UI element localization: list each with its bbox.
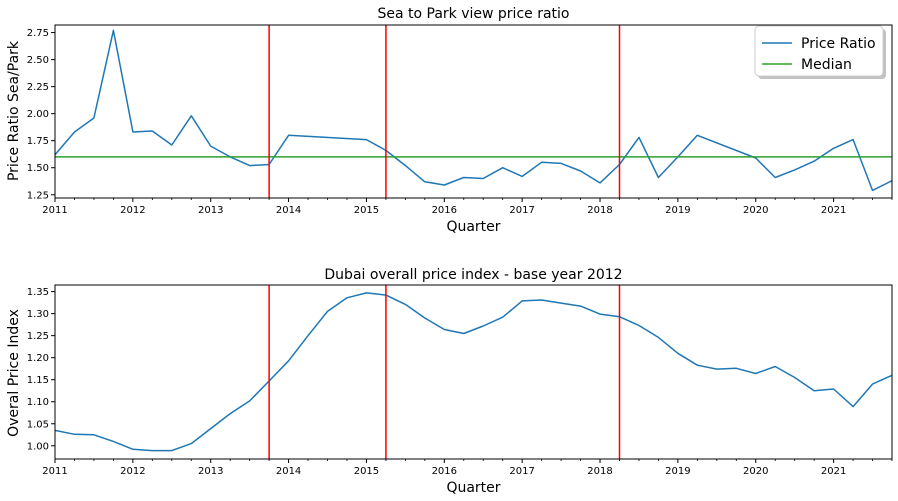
y-tick-label: 1.15 xyxy=(27,375,49,386)
y-tick-label: 1.25 xyxy=(27,190,49,201)
y-axis-label: Overal Price Index xyxy=(6,309,22,437)
axes-frame xyxy=(54,284,893,460)
x-tick-label: 2015 xyxy=(354,205,379,216)
y-tick-label: 1.35 xyxy=(27,287,49,298)
x-tick-label: 2020 xyxy=(743,205,768,216)
x-tick-label: 2011 xyxy=(42,205,67,216)
x-tick-label: 2012 xyxy=(120,205,145,216)
x-axis-label: Quarter xyxy=(446,219,500,235)
x-axis-label: Quarter xyxy=(446,480,500,496)
y-tick-label: 1.20 xyxy=(27,353,49,364)
axes-frame xyxy=(54,24,893,199)
series-line xyxy=(54,292,893,452)
chart-title: Dubai overall price index - base year 20… xyxy=(324,267,622,283)
x-tick-label: 2018 xyxy=(587,205,612,216)
chart-title: Sea to Park view price ratio xyxy=(377,6,569,22)
x-tick-label: 2014 xyxy=(276,205,301,216)
x-tick-label: 2013 xyxy=(198,466,223,477)
x-tick-label: 2016 xyxy=(432,466,457,477)
y-tick-label: 1.10 xyxy=(27,397,49,408)
y-axis-ticks: 1.00 1.05 1.10 1.15 1.20 1.25 1.30 1.35 xyxy=(27,287,55,452)
x-tick-label: 2015 xyxy=(354,466,379,477)
x-tick-label: 2021 xyxy=(821,205,846,216)
x-tick-label: 2019 xyxy=(665,205,690,216)
y-tick-label: 1.00 xyxy=(27,441,49,452)
x-tick-label: 2011 xyxy=(42,466,67,477)
y-axis-ticks: 1.25 1.50 1.75 2.00 2.25 2.50 2.75 xyxy=(27,28,55,201)
legend-label-price-ratio: Price Ratio xyxy=(801,36,876,52)
y-tick-label: 2.00 xyxy=(27,109,49,120)
y-tick-label: 1.30 xyxy=(27,309,49,320)
y-tick-label: 1.50 xyxy=(27,163,49,174)
x-tick-label: 2013 xyxy=(198,205,223,216)
sea-park-ratio-chart: Sea to Park view price ratio 2011 2012 201… xyxy=(6,6,893,235)
x-tick-label: 2021 xyxy=(821,466,846,477)
series-line xyxy=(54,29,893,192)
x-tick-label: 2019 xyxy=(665,466,690,477)
x-tick-label: 2017 xyxy=(509,205,534,216)
x-axis-ticks: 2011 2012 2013 2014 2015 2016 2017 2018 2019 2020… xyxy=(42,198,893,216)
y-tick-label: 1.75 xyxy=(27,136,49,147)
y-axis-label: Price Ratio Sea/Park xyxy=(6,40,22,181)
y-tick-label: 1.05 xyxy=(27,419,49,430)
x-tick-label: 2012 xyxy=(120,466,145,477)
x-tick-label: 2016 xyxy=(432,205,457,216)
legend-label-median: Median xyxy=(801,57,852,73)
y-tick-label: 2.50 xyxy=(27,55,49,66)
x-axis-ticks: 2011 2012 2013 2014 2015 2016 2017 2018 2019 2020… xyxy=(42,459,893,477)
y-tick-label: 2.75 xyxy=(27,28,49,39)
x-tick-label: 2014 xyxy=(276,466,301,477)
x-tick-label: 2018 xyxy=(587,466,612,477)
plot-area xyxy=(54,285,893,459)
legend: Price Ratio Median xyxy=(754,25,886,79)
y-tick-label: 1.25 xyxy=(27,331,49,342)
plot-area xyxy=(54,25,893,198)
x-tick-label: 2020 xyxy=(743,466,768,477)
dubai-price-index-chart: Dubai overall price index - base year 20… xyxy=(6,267,893,496)
x-tick-label: 2017 xyxy=(509,466,534,477)
y-tick-label: 2.25 xyxy=(27,82,49,93)
